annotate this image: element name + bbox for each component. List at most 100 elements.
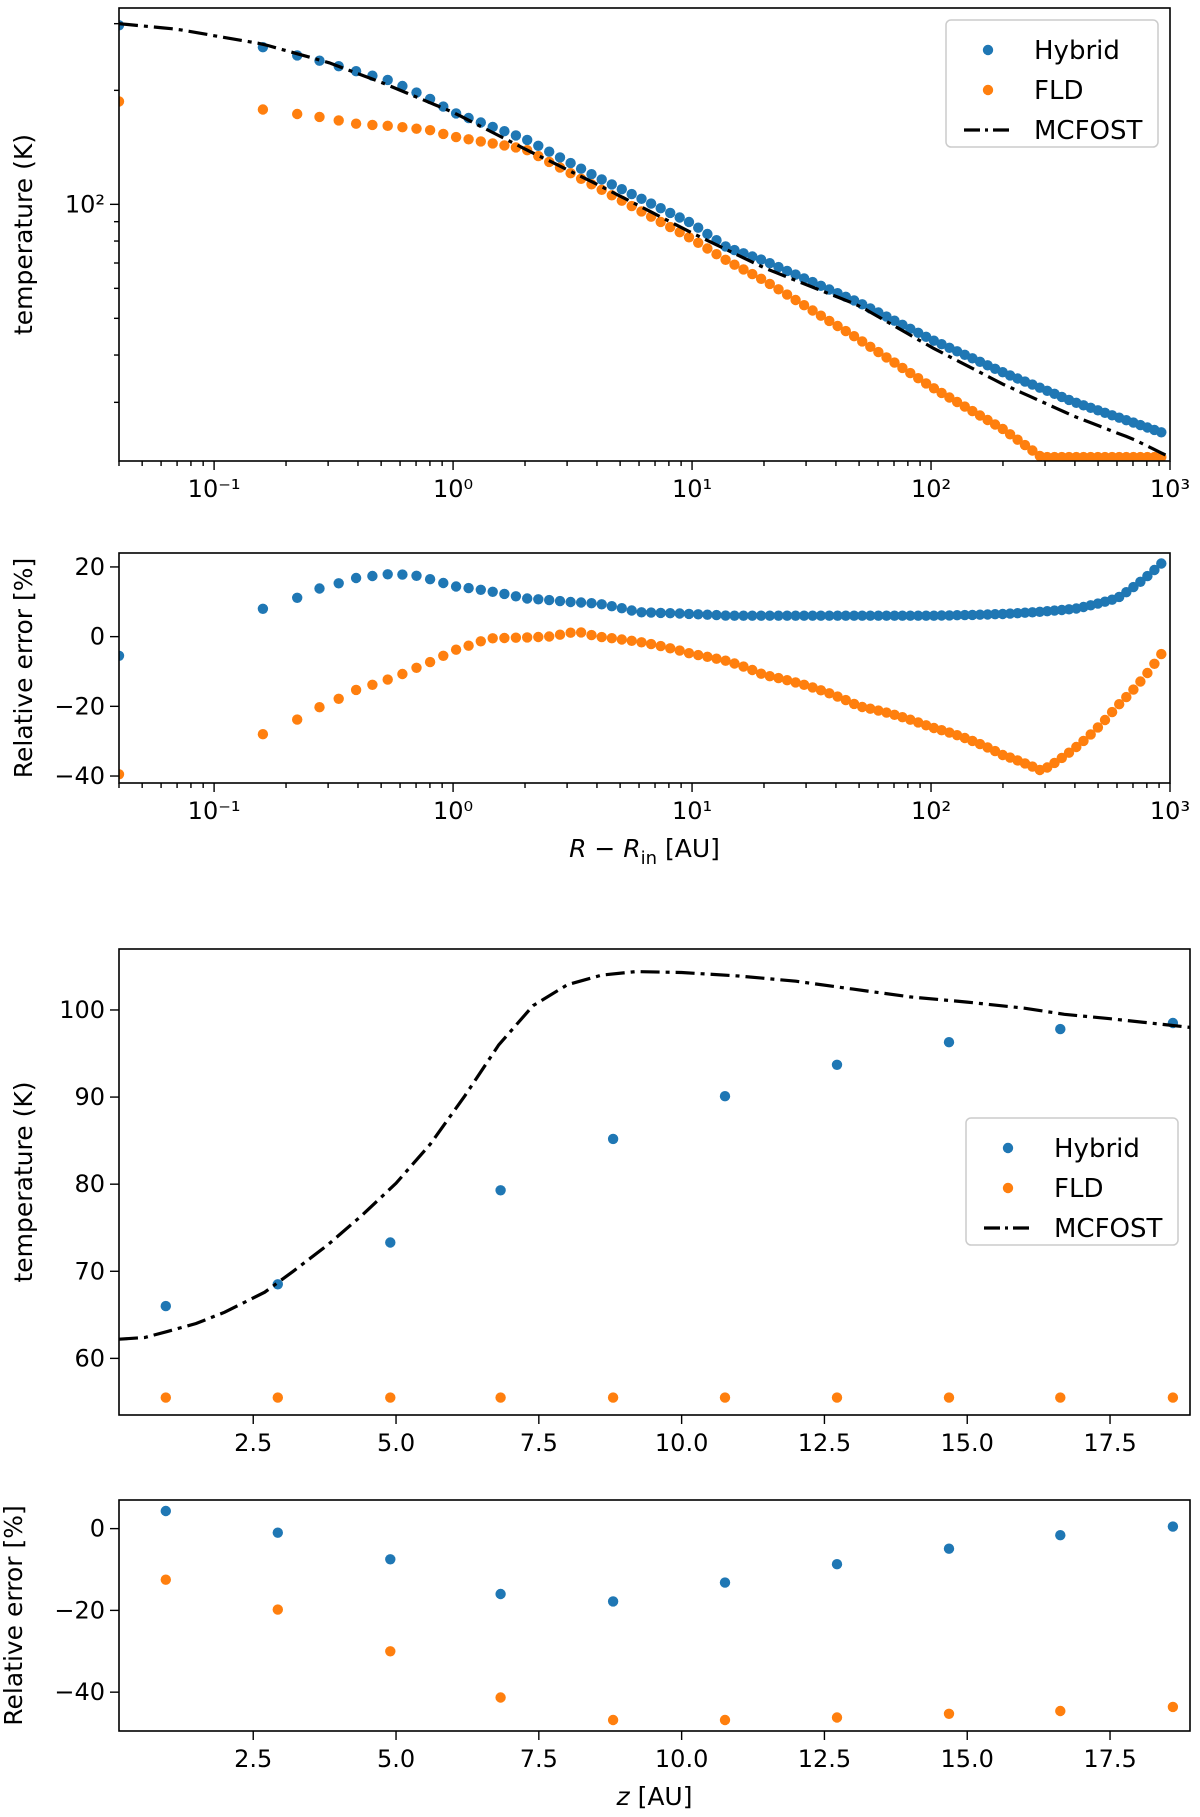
series-fld xyxy=(160,1574,1179,1726)
data-point-hybrid xyxy=(1019,607,1031,618)
data-point-fld xyxy=(463,134,474,145)
data-point-fld xyxy=(764,278,775,290)
data-point-hybrid xyxy=(522,593,533,604)
data-point-fld xyxy=(920,378,932,389)
data-point-fld xyxy=(781,289,793,300)
y-tick-label: 60 xyxy=(74,1344,105,1372)
data-point-fld xyxy=(1085,729,1096,740)
x-tick-label: 10² xyxy=(911,475,951,503)
ticks xyxy=(110,22,1171,470)
data-point-hybrid xyxy=(367,570,378,582)
data-point-fld xyxy=(824,315,835,327)
data-point-fld xyxy=(905,367,916,379)
plot-area xyxy=(119,969,1190,1403)
data-point-hybrid xyxy=(522,134,533,146)
data-point-hybrid xyxy=(832,610,843,621)
data-point-fld xyxy=(865,703,876,714)
data-point-hybrid xyxy=(764,258,775,269)
data-point-hybrid xyxy=(607,1133,619,1145)
data-point-fld xyxy=(1167,1701,1179,1713)
data-point-hybrid xyxy=(411,570,422,581)
data-point-fld xyxy=(674,645,685,656)
data-point-fld xyxy=(533,150,544,162)
legend-label-hybrid: Hybrid xyxy=(1034,36,1120,66)
data-point-fld xyxy=(1106,706,1118,718)
data-point-hybrid xyxy=(463,582,474,594)
data-point-hybrid xyxy=(781,610,793,621)
data-point-hybrid xyxy=(510,591,522,602)
x-tick-label: 7.5 xyxy=(520,1429,558,1457)
data-point-hybrid xyxy=(616,184,627,195)
data-point-hybrid xyxy=(790,610,801,621)
y-tick-label: −40 xyxy=(54,1678,105,1706)
series-line-mcfost xyxy=(119,22,1170,459)
data-point-fld xyxy=(889,357,900,368)
ticks xyxy=(110,566,1171,792)
data-point-fld xyxy=(424,656,436,668)
data-point-hybrid xyxy=(683,608,695,620)
data-point-fld xyxy=(702,651,713,662)
data-point-hybrid xyxy=(959,609,970,621)
data-point-fld xyxy=(1156,648,1167,660)
data-point-fld xyxy=(160,1574,171,1585)
data-point-hybrid xyxy=(544,146,555,157)
data-point-hybrid xyxy=(565,157,576,169)
data-point-hybrid xyxy=(616,603,627,614)
data-point-fld xyxy=(913,373,924,384)
data-point-fld xyxy=(790,294,801,306)
data-point-fld xyxy=(119,96,125,107)
y-axis-label: Relative error [%] xyxy=(0,1505,28,1726)
data-point-fld xyxy=(607,1714,619,1726)
data-point-hybrid xyxy=(905,610,916,621)
data-point-fld xyxy=(944,392,955,403)
data-point-fld xyxy=(897,362,908,374)
y-tick-label: 20 xyxy=(74,553,105,581)
axes-frame xyxy=(118,7,1171,462)
x-tick-label: 10⁻¹ xyxy=(188,475,241,503)
data-point-fld xyxy=(807,682,818,693)
x-axis-label: z [AU] xyxy=(616,1782,693,1811)
data-point-fld xyxy=(385,1392,396,1403)
series-fld xyxy=(119,627,1167,780)
data-point-fld xyxy=(729,259,740,270)
data-point-fld xyxy=(720,655,731,666)
data-point-fld xyxy=(815,685,827,696)
data-point-fld xyxy=(848,331,860,342)
data-point-hybrid xyxy=(575,597,587,608)
data-point-hybrid xyxy=(385,1237,396,1248)
x-tick-label: 10² xyxy=(911,797,951,825)
data-point-fld xyxy=(773,672,784,684)
data-point-hybrid xyxy=(936,610,947,621)
data-point-fld xyxy=(645,638,657,650)
data-point-hybrid xyxy=(1142,570,1153,582)
data-point-hybrid xyxy=(665,207,676,219)
data-point-hybrid xyxy=(1055,1530,1066,1541)
ticks xyxy=(110,1009,1111,1424)
data-point-hybrid xyxy=(438,101,449,112)
data-point-fld xyxy=(951,396,963,408)
data-point-hybrid xyxy=(889,610,900,621)
data-point-fld xyxy=(397,668,408,680)
y-tick-label: −20 xyxy=(54,692,105,720)
legend-swatch-fld xyxy=(1002,1182,1014,1194)
data-point-fld xyxy=(607,1392,619,1403)
data-point-hybrid xyxy=(626,605,637,616)
data-point-hybrid xyxy=(944,610,955,621)
data-point-fld xyxy=(889,709,900,720)
data-point-fld xyxy=(747,268,758,280)
data-point-hybrid xyxy=(382,569,393,580)
data-point-fld xyxy=(974,410,986,421)
data-point-fld xyxy=(636,637,647,648)
data-point-hybrid xyxy=(586,169,597,180)
data-point-fld xyxy=(350,118,362,129)
data-point-hybrid xyxy=(764,610,775,621)
data-point-hybrid xyxy=(655,607,666,619)
data-point-fld xyxy=(755,668,767,679)
data-point-hybrid xyxy=(897,610,908,621)
data-point-fld xyxy=(1149,658,1160,669)
data-point-fld xyxy=(815,310,827,321)
y-tick-label: 100 xyxy=(59,996,105,1024)
y-tick-label: 0 xyxy=(90,1515,105,1543)
x-tick-label: 10⁰ xyxy=(433,475,473,503)
data-point-hybrid xyxy=(665,608,676,619)
